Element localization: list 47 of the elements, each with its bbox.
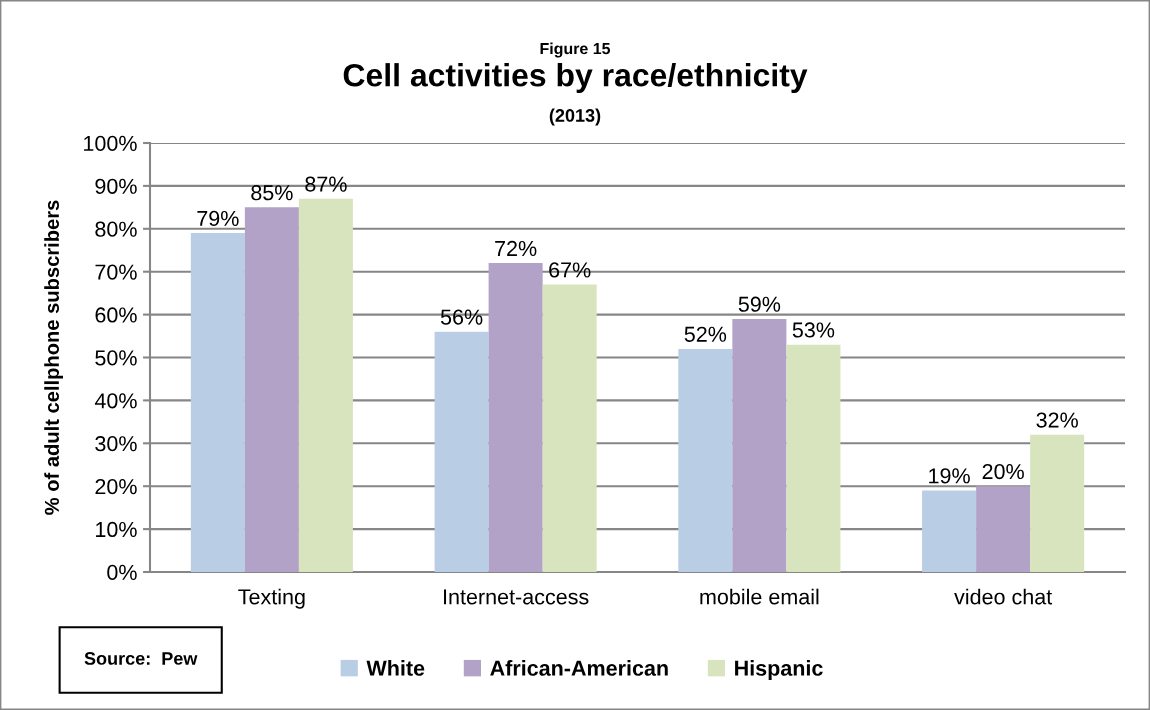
bar (298, 198, 353, 572)
y-tick-label: 70% (95, 264, 137, 280)
data-label: 85% (251, 185, 293, 201)
bar (976, 486, 1031, 572)
chart-title: Cell activities by race/ethnicity (343, 63, 808, 93)
source-note: Source: Pew (84, 652, 198, 665)
bar (434, 331, 489, 572)
data-label: 19% (929, 468, 970, 484)
data-label: 52% (684, 326, 727, 342)
data-label: 56% (440, 309, 483, 325)
data-label: 87% (305, 176, 347, 192)
y-axis-title: % of adult cellphone subscribers (44, 200, 63, 515)
bar (244, 207, 299, 572)
data-label: 79% (197, 210, 239, 227)
bar (732, 318, 787, 572)
data-label: 53% (792, 322, 835, 338)
bar (922, 490, 977, 572)
y-tick-label: 10% (96, 521, 137, 538)
y-tick-label: 90% (95, 178, 137, 194)
y-tick-label: 100% (84, 135, 137, 152)
y-tick-label: 0% (107, 564, 137, 581)
bar (190, 233, 245, 572)
y-tick-label: 80% (95, 221, 137, 237)
y-tick-label: 60% (95, 307, 137, 323)
x-tick-label: Texting (238, 588, 305, 609)
legend-label: African-American (490, 660, 668, 676)
y-tick-label: 30% (95, 436, 137, 452)
x-tick-label: mobile email (700, 588, 819, 605)
x-tick-label: video chat (954, 588, 1053, 605)
y-tick-label: 20% (95, 478, 137, 495)
data-label: 32% (1036, 412, 1078, 428)
legend-label: Hispanic (735, 660, 823, 681)
data-label: 59% (738, 296, 781, 312)
y-tick-label: 50% (95, 350, 137, 366)
data-label: 67% (549, 262, 591, 278)
bar (542, 284, 597, 572)
chart-subtitle: (2013) (549, 108, 601, 126)
caption: Figure 15 (540, 42, 611, 58)
legend-label: White (366, 660, 425, 676)
data-label: 20% (982, 463, 1024, 480)
data-label: 72% (495, 240, 537, 256)
y-tick-label: 40% (94, 393, 137, 409)
bar (488, 263, 543, 572)
bar (1030, 434, 1085, 572)
bar (786, 344, 841, 572)
bar (678, 348, 733, 572)
x-tick-label: Internet-access (444, 589, 589, 605)
